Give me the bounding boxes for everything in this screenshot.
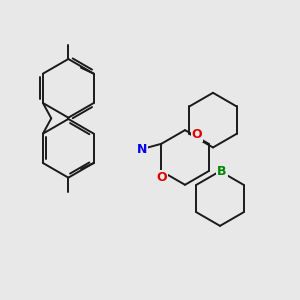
Text: B: B	[217, 165, 227, 178]
Text: N: N	[137, 142, 147, 156]
Text: O: O	[157, 171, 167, 184]
Text: O: O	[192, 128, 202, 141]
